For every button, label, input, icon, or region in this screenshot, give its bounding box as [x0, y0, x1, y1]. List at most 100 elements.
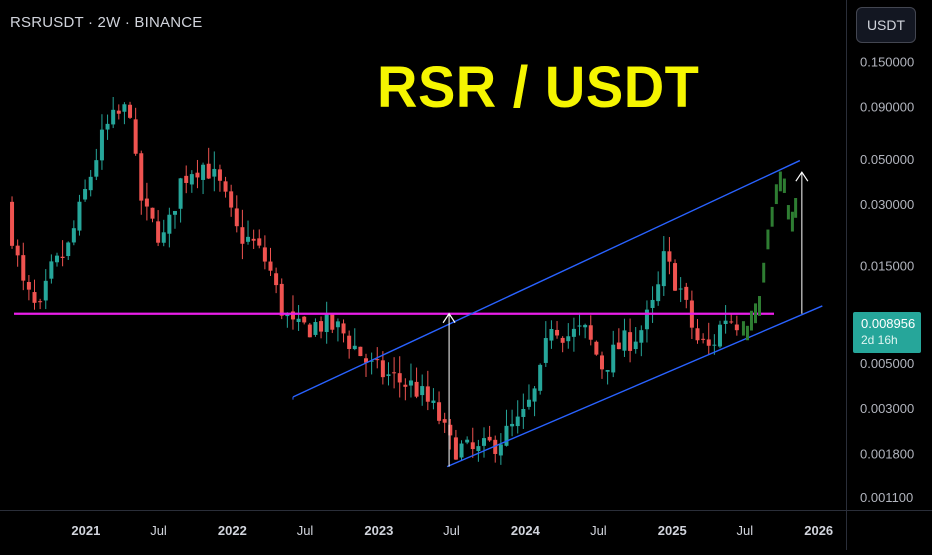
candle	[380, 360, 385, 378]
projection-candle	[770, 206, 774, 227]
x-tick-label: Jul	[443, 523, 460, 538]
candle	[234, 208, 239, 227]
candle	[650, 299, 655, 308]
candle	[268, 261, 273, 271]
candle	[684, 286, 689, 300]
projection-candle	[766, 229, 770, 250]
candle	[15, 245, 20, 256]
candle	[521, 409, 526, 417]
y-tick-label: 0.015000	[860, 258, 914, 273]
candle	[566, 336, 571, 342]
candle	[408, 380, 413, 386]
candle	[616, 342, 621, 350]
x-tick-label: Jul	[737, 523, 754, 538]
candle	[94, 160, 99, 177]
candles-group	[10, 96, 739, 465]
bar-countdown: 2d 16h	[861, 333, 898, 347]
y-tick-label: 0.001800	[860, 446, 914, 461]
candle	[229, 191, 234, 208]
candle	[257, 238, 262, 246]
candle	[628, 332, 633, 351]
channel-upper-line	[292, 159, 801, 398]
y-tick-label: 0.001100	[860, 490, 913, 505]
candle	[560, 337, 565, 343]
candle	[172, 210, 177, 215]
currency-unit-button[interactable]: USDT	[856, 7, 916, 43]
candle	[347, 335, 352, 349]
x-tick-label: 2021	[71, 523, 100, 538]
candle	[111, 109, 116, 125]
candle	[246, 236, 251, 242]
candle	[611, 344, 616, 373]
candle	[717, 324, 722, 347]
candle	[482, 438, 487, 446]
candle	[571, 328, 576, 337]
projection-group	[741, 171, 798, 341]
candle	[599, 355, 604, 370]
candle	[77, 201, 82, 231]
candle	[167, 214, 172, 234]
candle	[729, 321, 734, 323]
candle	[543, 338, 548, 363]
candle	[448, 424, 453, 436]
candle	[526, 399, 531, 407]
candle	[437, 402, 442, 421]
candle	[26, 282, 31, 290]
candle	[262, 247, 267, 262]
candle	[10, 201, 15, 246]
candle	[414, 381, 419, 397]
candle	[335, 321, 340, 328]
projection-candle	[745, 325, 749, 341]
candle	[54, 255, 59, 263]
projection-candle	[741, 321, 745, 336]
candle	[549, 329, 554, 341]
candle	[538, 364, 543, 391]
candle	[392, 372, 397, 374]
candle	[588, 325, 593, 340]
last-price-value: 0.008956	[861, 316, 916, 331]
candle	[510, 423, 515, 427]
candle	[217, 169, 222, 181]
candle	[639, 330, 644, 343]
candle	[139, 153, 144, 201]
candle	[133, 119, 138, 154]
candle	[21, 255, 26, 281]
candle	[189, 174, 194, 185]
candle	[341, 323, 346, 334]
candle	[364, 358, 369, 363]
candle	[105, 123, 110, 130]
projection-candle	[774, 184, 778, 205]
channel-lower-line	[446, 305, 823, 468]
candle	[661, 251, 666, 287]
candle	[583, 324, 588, 328]
projection-candle	[794, 198, 798, 218]
candle	[302, 316, 307, 323]
candle	[678, 288, 683, 290]
candle	[476, 446, 481, 452]
candle	[43, 280, 48, 301]
candle	[358, 346, 363, 357]
candle	[701, 338, 706, 340]
candle	[88, 176, 93, 191]
x-tick-label: Jul	[297, 523, 314, 538]
candle	[487, 436, 492, 441]
candle	[403, 384, 408, 387]
candle	[32, 292, 37, 303]
candle	[420, 386, 425, 396]
x-tick-label: 2023	[364, 523, 393, 538]
candle	[504, 425, 509, 446]
candle	[296, 318, 301, 322]
candle	[515, 416, 520, 427]
candle	[307, 324, 312, 338]
candle	[352, 345, 357, 350]
candle	[156, 221, 161, 243]
candle	[386, 374, 391, 376]
projection-candle	[778, 171, 782, 192]
candle	[201, 164, 206, 180]
candle	[240, 227, 245, 244]
candle	[555, 329, 560, 336]
candle	[116, 110, 121, 114]
candle	[83, 189, 88, 200]
